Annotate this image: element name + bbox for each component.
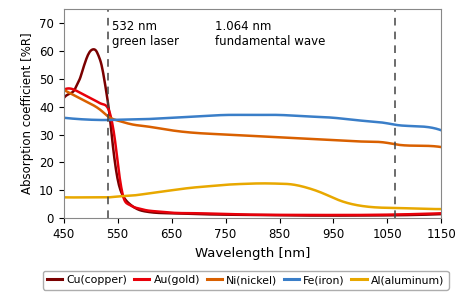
Y-axis label: Absorption coefficient [%R]: Absorption coefficient [%R]	[20, 33, 34, 194]
X-axis label: Wavelength [nm]: Wavelength [nm]	[195, 247, 310, 260]
Text: 1.064 nm
fundamental wave: 1.064 nm fundamental wave	[215, 20, 325, 48]
Text: 532 nm
green laser: 532 nm green laser	[112, 20, 179, 48]
Legend: Cu(copper), Au(gold), Ni(nickel), Fe(iron), Al(aluminum): Cu(copper), Au(gold), Ni(nickel), Fe(iro…	[43, 271, 449, 290]
